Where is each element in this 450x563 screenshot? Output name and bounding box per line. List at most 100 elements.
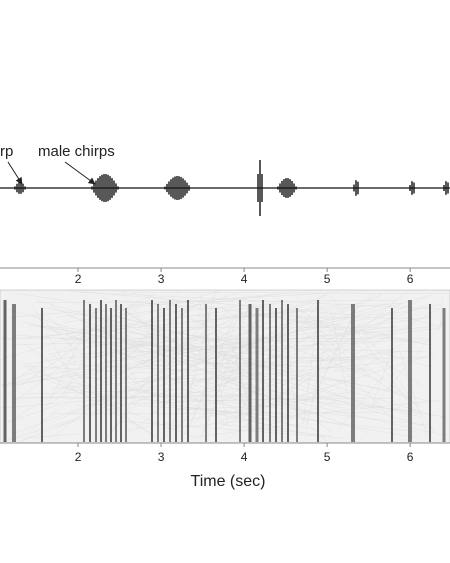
noise (194, 423, 302, 438)
noise (227, 353, 386, 413)
spectrogram-band (317, 300, 319, 442)
noise (155, 327, 400, 329)
noise (231, 295, 432, 350)
noise (53, 412, 381, 414)
noise (22, 433, 80, 439)
noise (336, 380, 376, 396)
noise (193, 315, 415, 319)
noise (66, 332, 76, 365)
spectrogram-band (151, 300, 153, 442)
noise (70, 337, 209, 365)
spectrogram-band (215, 308, 217, 442)
noise (8, 299, 140, 385)
noise (198, 303, 264, 442)
spectrogram-band (110, 308, 112, 442)
spectrogram (0, 289, 450, 444)
arrow (7, 161, 23, 185)
x-tick-label: 3 (158, 450, 165, 464)
spectrogram-band (255, 308, 259, 442)
noise (199, 400, 227, 426)
noise (31, 304, 73, 381)
x-tick-label: 6 (407, 272, 414, 286)
spectrogram-band (3, 300, 7, 442)
noise (64, 293, 279, 323)
noise (112, 351, 219, 369)
spectrogram-band (239, 300, 241, 442)
noise (34, 300, 397, 303)
noise (108, 326, 427, 401)
noise (230, 291, 408, 438)
noise (112, 328, 210, 410)
spectrogram-band (429, 304, 431, 442)
noise (132, 291, 450, 294)
noise (111, 292, 340, 307)
noise (202, 302, 389, 358)
noise (172, 303, 275, 312)
spectrogram-band (248, 304, 252, 442)
spectrogram-band (351, 304, 355, 442)
noise (101, 308, 255, 384)
noise (48, 324, 224, 355)
noise (123, 387, 419, 439)
noise (3, 292, 295, 319)
noise (297, 325, 392, 418)
noise (186, 406, 230, 413)
noise (16, 293, 76, 303)
spectrogram-band (41, 308, 43, 442)
noise (305, 343, 326, 431)
spectrogram-band (187, 300, 189, 442)
noise (11, 341, 155, 379)
noise (140, 360, 368, 370)
noise (398, 348, 427, 435)
spectrogram-band (169, 300, 171, 442)
noise (103, 292, 230, 442)
noise (287, 330, 323, 346)
annotation: male chirps (38, 143, 115, 160)
noise (185, 302, 362, 323)
spectrogram-band (442, 308, 446, 442)
noise (176, 404, 294, 410)
annotation: rp (0, 143, 13, 160)
spectrogram-band (105, 304, 107, 442)
noise (122, 316, 433, 358)
noise (241, 305, 318, 410)
noise (192, 378, 447, 436)
spectrogram-band (269, 304, 271, 442)
noise (331, 310, 348, 396)
x-tick-label: 3 (158, 272, 165, 286)
noise (198, 312, 212, 348)
noise (55, 307, 132, 318)
noise (166, 335, 284, 436)
x-tick-label: 2 (75, 450, 82, 464)
spectrogram-band (83, 300, 85, 442)
noise (169, 372, 198, 429)
arrow (64, 161, 96, 185)
spectrogram-band (95, 308, 97, 442)
noise (178, 397, 394, 402)
spectrogram-band (125, 308, 127, 442)
noise (214, 307, 441, 431)
noise (43, 310, 96, 413)
x-tick-label: 5 (324, 272, 331, 286)
noise (1, 327, 441, 386)
noise (5, 293, 154, 397)
noise (13, 395, 254, 399)
spectrogram-band (296, 308, 298, 442)
noise (203, 341, 333, 433)
x-tick-label: 4 (241, 450, 248, 464)
noise (143, 294, 327, 367)
noise (273, 311, 397, 406)
noise (0, 290, 220, 361)
noise (31, 313, 100, 369)
spectrogram-band (115, 300, 117, 442)
spectrogram-band (391, 308, 393, 442)
spectrogram-band (408, 300, 412, 442)
noise (256, 313, 389, 335)
noise (186, 291, 216, 406)
noise (37, 300, 438, 417)
noise (439, 298, 443, 331)
spectrogram-band (175, 304, 177, 442)
noise (289, 303, 423, 387)
noise (20, 365, 126, 408)
